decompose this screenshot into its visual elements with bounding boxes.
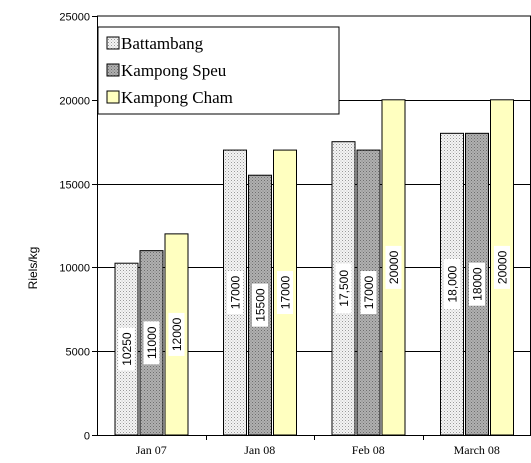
data-label-box bbox=[494, 245, 510, 289]
data-label-box bbox=[335, 263, 352, 314]
data-label: 10250 bbox=[118, 327, 135, 371]
y-tick-label: 5000 bbox=[66, 347, 90, 359]
x-tick-label: Jan 07 bbox=[136, 443, 167, 457]
data-label: 18000 bbox=[469, 262, 485, 306]
data-label-text: 18,000 bbox=[446, 265, 460, 302]
data-label: 20000 bbox=[494, 245, 510, 289]
data-label: 15500 bbox=[252, 283, 268, 327]
data-labels: 10250 11000 12000 17000 15500 17000 17,500 1700… bbox=[118, 245, 510, 371]
data-label-box bbox=[444, 259, 460, 310]
data-label-text: 10250 bbox=[120, 332, 134, 366]
data-label-box bbox=[360, 271, 377, 315]
data-label-text: 18000 bbox=[471, 267, 485, 301]
x-tick-label: March 08 bbox=[454, 443, 500, 457]
data-label: 12000 bbox=[168, 312, 185, 356]
data-label-box bbox=[277, 271, 293, 315]
data-label: 17,500 bbox=[335, 263, 352, 314]
data-label: 20000 bbox=[385, 245, 402, 289]
data-label-text: 11000 bbox=[145, 326, 159, 359]
legend-label: Kampong Speu bbox=[121, 61, 227, 80]
legend-label: Battambang bbox=[121, 34, 204, 53]
y-tick-label: 10000 bbox=[59, 263, 90, 275]
legend: Battambang Kampong Speu Kampong Cham bbox=[97, 26, 340, 115]
x-tick-label: Feb 08 bbox=[352, 443, 385, 457]
data-label: 17000 bbox=[360, 271, 377, 315]
y-tick-label: 15000 bbox=[59, 180, 90, 192]
y-tick-label: 25000 bbox=[59, 12, 90, 24]
data-label-box bbox=[385, 245, 402, 289]
data-label: 18,000 bbox=[444, 259, 460, 310]
legend-swatch-battambang bbox=[106, 36, 120, 50]
data-label: 11000 bbox=[143, 321, 160, 365]
data-label-text: 12000 bbox=[170, 317, 184, 351]
data-label-box bbox=[118, 327, 135, 371]
data-label-text: 15500 bbox=[254, 288, 268, 322]
legend-swatch-kampong-speu bbox=[106, 63, 120, 77]
legend-box bbox=[97, 26, 340, 115]
data-label-text: 20000 bbox=[387, 250, 401, 284]
data-label-box bbox=[469, 262, 485, 306]
data-label-text: 17,500 bbox=[337, 270, 351, 307]
data-label: 17000 bbox=[227, 271, 243, 315]
data-label-box bbox=[168, 312, 185, 356]
y-axis-label: Riels/kg bbox=[26, 247, 40, 290]
data-label-text: 17000 bbox=[362, 276, 376, 310]
y-tick-label: 20000 bbox=[59, 96, 90, 108]
data-label-box bbox=[143, 321, 160, 365]
data-label-box bbox=[227, 271, 243, 315]
data-label: 17000 bbox=[277, 271, 293, 315]
data-label-text: 17000 bbox=[279, 276, 293, 310]
data-label-text: 17000 bbox=[229, 276, 243, 310]
legend-label: Kampong Cham bbox=[121, 88, 233, 107]
x-tick-label: Jan 08 bbox=[244, 443, 275, 457]
data-label-box bbox=[252, 283, 268, 327]
legend-swatch-kampong-cham bbox=[106, 90, 120, 104]
y-tick-label: 0 bbox=[84, 431, 90, 443]
data-label-text: 20000 bbox=[496, 250, 510, 284]
